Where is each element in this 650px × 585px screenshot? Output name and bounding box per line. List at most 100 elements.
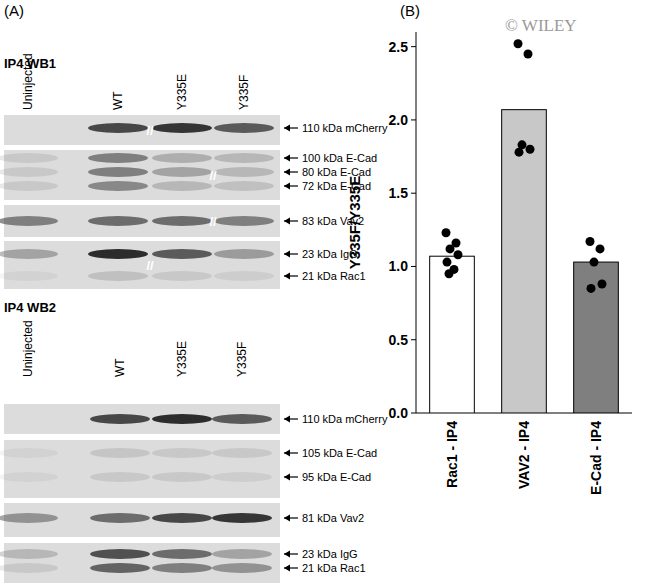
splice-mark: // [209,214,217,229]
arrow-head [284,416,290,423]
lane-label: Y335E [175,341,189,377]
band [152,153,212,163]
data-point [526,145,535,154]
blot-strip [0,150,280,200]
band [212,513,272,523]
blot-strip [0,440,280,498]
data-point [587,284,596,293]
data-point [443,258,452,267]
lane-label: WT [111,91,125,110]
data-point [590,258,599,267]
bar [574,262,619,413]
band [152,563,212,573]
blot-strip [0,205,280,237]
data-point [454,250,463,259]
arrow-head [284,183,290,190]
band [0,563,58,573]
watermark: © WILEY [505,16,577,35]
y-tick-label: 1.0 [389,258,409,274]
data-point [445,269,454,278]
y-tick [411,339,416,340]
arrow-head [284,273,290,280]
band [214,249,274,259]
band [0,448,58,458]
strip-background [4,440,280,498]
band-label: 23 kDa IgG [302,548,358,560]
band [90,472,150,482]
band-label: 95 kDa E-Cad [302,471,371,483]
band [88,271,148,281]
band [152,271,212,281]
band [88,153,148,163]
band-label: 110 kDa mCherry [302,413,388,425]
band [0,513,58,523]
band [152,472,212,482]
blot-strip [4,404,280,434]
data-point [514,39,523,48]
y-tick [411,46,416,47]
y-tick-label: 0.0 [389,405,409,421]
band [88,216,148,226]
bar [502,110,547,413]
blot-strip [0,503,280,537]
band-label: 100 kDa E-Cad [302,152,377,164]
splice-mark: // [146,258,154,273]
band [152,216,212,226]
band [152,249,212,259]
lane-label: Uninjected [21,320,35,377]
strip-background [4,241,280,289]
blot-strip [0,241,280,289]
band-label: 110 kDa mCherry [302,122,388,134]
band [0,271,58,281]
arrow-head [284,551,290,558]
band [88,181,148,191]
lane-label: Y335F [237,75,251,110]
band [90,513,150,523]
y-axis [416,32,417,413]
data-point [596,244,605,253]
panel-label: (A) [4,2,24,19]
band [0,249,58,259]
band-label: 105 kDa E-Cad [302,447,377,459]
y-tick [411,119,416,120]
band [90,563,150,573]
band [152,123,212,133]
data-point [598,280,607,289]
x-tick-label: E-Cad - IP4 [588,421,604,495]
band [152,448,212,458]
band [152,414,212,424]
band [152,549,212,559]
band [90,549,150,559]
band [0,167,58,177]
data-point [446,244,455,253]
band-label: 21 kDa Rac1 [302,562,366,574]
band [214,181,274,191]
arrow-head [284,251,290,258]
arrow-head [284,474,290,481]
data-point [586,237,595,246]
y-tick [411,266,416,267]
arrow-head [284,155,290,162]
y-tick-label: 2.0 [389,112,409,128]
lane-label: Y335F [235,342,249,377]
band [152,167,212,177]
lane-label: WT [113,358,127,377]
lane-label: Uninjected [21,53,35,110]
data-point [524,49,533,58]
band [0,472,58,482]
y-tick-label: 1.5 [389,185,409,201]
data-point [515,148,524,157]
blot-strip [4,115,280,145]
strip-background [4,543,280,583]
arrow-head [284,218,290,225]
arrow-head [284,125,290,132]
x-tick-label: VAV2 - IP4 [516,421,532,489]
band [90,448,150,458]
band [88,167,148,177]
band-label: 81 kDa Vav2 [302,512,364,524]
blot-strip [0,543,280,583]
band [88,249,148,259]
x-tick-label: Rac1 - IP4 [444,421,460,488]
band [214,271,274,281]
panel-label: (B) [400,2,420,19]
